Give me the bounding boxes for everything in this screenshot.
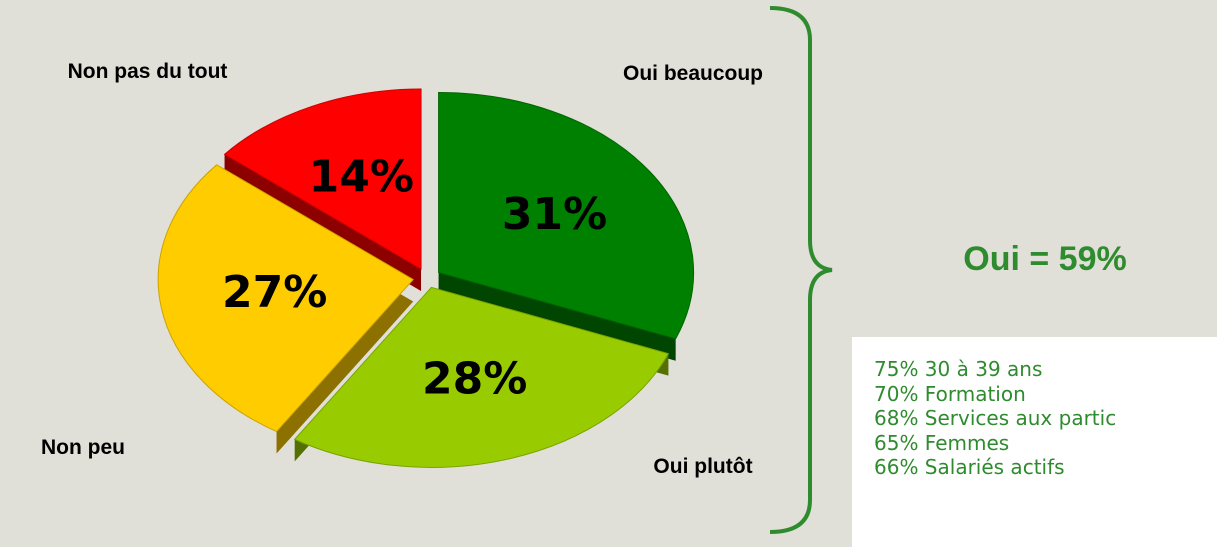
note: 65% Femmes [874,430,1010,455]
slice [157,164,414,433]
brace [769,6,833,534]
slice [438,91,695,340]
note: 68% Services aux partic [874,406,1117,430]
slice [293,286,670,468]
note: 70% Formation [874,381,1026,406]
notes-box: 75% 30 à 39 ans 70% Formation 68% Services… [852,337,1217,547]
value-label: 28% [422,354,527,405]
value-label: 27% [222,267,327,318]
annotation: Oui = 59% [963,240,1127,278]
category-label: Oui beaucoup [622,62,763,85]
note: 75% 30 à 39 ans [874,357,1043,381]
slice [223,88,422,270]
category-label: Non pas du tout [67,60,228,83]
category-label: Oui plutôt [653,455,753,478]
category-label: Non peu [41,436,125,459]
note: 66% Salariés actifs [874,455,1065,479]
value-label: 31% [502,189,607,240]
value-label: 14% [309,151,414,202]
